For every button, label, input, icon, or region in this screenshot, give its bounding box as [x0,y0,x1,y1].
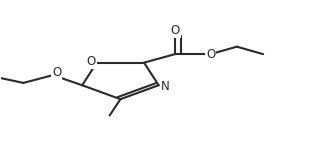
Text: N: N [160,79,169,93]
Text: O: O [87,55,96,68]
Text: O: O [52,66,61,79]
Text: O: O [206,48,215,61]
Text: O: O [170,24,180,37]
